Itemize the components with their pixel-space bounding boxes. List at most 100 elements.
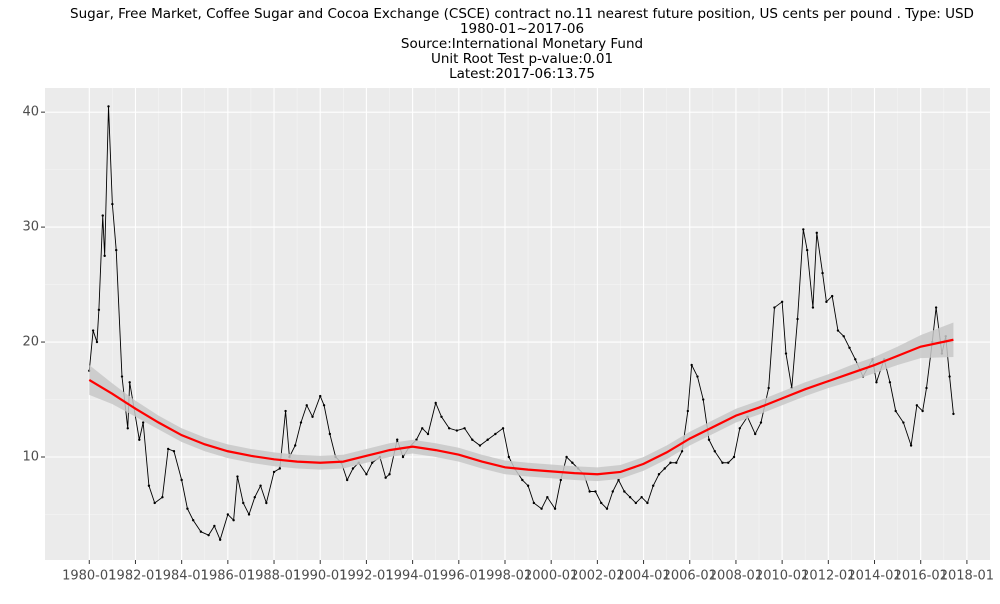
point: [605, 507, 609, 510]
marks: [88, 105, 955, 542]
point: [161, 496, 164, 499]
point: [925, 386, 928, 390]
point: [767, 386, 770, 390]
x-tick-label: 2016-01: [894, 569, 948, 584]
x-tick-label: 2002-01: [570, 569, 624, 584]
point: [707, 438, 711, 441]
point: [526, 484, 530, 487]
point: [571, 461, 574, 464]
point: [463, 427, 466, 430]
point: [934, 306, 938, 309]
point: [120, 375, 124, 378]
point: [501, 427, 505, 430]
point: [611, 490, 614, 493]
point: [153, 501, 156, 505]
x-tick-label: 1998-01: [478, 569, 532, 584]
point: [103, 254, 106, 258]
point: [180, 478, 183, 482]
point: [854, 358, 857, 361]
point: [166, 447, 170, 451]
x-tick-label: 2000-01: [524, 569, 578, 584]
smooth-line: [88, 338, 954, 476]
point: [486, 438, 489, 441]
point: [328, 432, 332, 436]
point: [138, 438, 141, 441]
point: [265, 501, 268, 505]
point: [811, 306, 815, 309]
point: [111, 202, 114, 206]
confidence-band: [89, 322, 954, 482]
x-tick-label: 1980-01: [62, 569, 116, 584]
point: [646, 501, 649, 505]
point: [651, 484, 655, 487]
point: [365, 473, 368, 476]
point: [305, 404, 308, 407]
point: [494, 432, 497, 436]
point: [888, 381, 892, 384]
point: [447, 427, 451, 430]
panel: [45, 88, 990, 560]
point: [759, 421, 763, 424]
point: [680, 450, 684, 453]
point: [952, 412, 955, 416]
point: [426, 432, 430, 436]
point: [191, 519, 195, 522]
point: [617, 478, 620, 482]
point: [825, 300, 828, 304]
point: [600, 501, 603, 505]
point: [805, 248, 809, 252]
point: [784, 352, 788, 355]
point: [284, 409, 287, 413]
point: [686, 409, 690, 413]
x-tick-label: 2014-01: [847, 569, 901, 584]
point: [311, 415, 314, 418]
point: [915, 404, 919, 407]
point: [675, 461, 678, 464]
point: [299, 421, 303, 424]
point: [894, 409, 897, 413]
point: [107, 105, 110, 108]
point: [186, 507, 189, 510]
x-tick-label: 2008-01: [709, 569, 763, 584]
point: [948, 375, 951, 378]
x-tick-label: 1996-01: [432, 569, 486, 584]
x-tick-label: 2004-01: [616, 569, 670, 584]
point: [401, 455, 405, 459]
point: [97, 308, 101, 312]
point: [207, 533, 210, 537]
y-tick-label: 20: [22, 335, 39, 350]
point: [546, 496, 549, 499]
point: [802, 228, 805, 231]
point: [640, 496, 643, 499]
point: [421, 427, 424, 430]
point: [322, 404, 326, 407]
chart-title: Sugar, Free Market, Coffee Sugar and Coc…: [70, 6, 974, 22]
y-tick-label: 40: [22, 105, 39, 120]
point: [507, 455, 511, 459]
x-tick-label: 2006-01: [663, 569, 717, 584]
x-tick-label: 2012-01: [801, 569, 855, 584]
point: [471, 438, 474, 441]
price-line: [88, 106, 954, 542]
x-tick-label: 1988-01: [247, 569, 301, 584]
point: [478, 444, 482, 447]
point: [565, 455, 568, 459]
grid: [45, 88, 990, 560]
point: [830, 294, 834, 298]
point: [115, 248, 118, 252]
point: [147, 484, 151, 487]
point: [232, 519, 235, 522]
annotation: Unit Root Test p-value:0.01: [431, 51, 613, 67]
chart-subtitle: 1980-01~2017-06: [460, 21, 584, 37]
point: [226, 513, 230, 516]
point: [732, 455, 736, 459]
point: [623, 490, 626, 493]
point: [455, 429, 459, 432]
point: [727, 461, 730, 464]
x-tick-label: 1994-01: [385, 569, 439, 584]
point: [434, 401, 437, 405]
point: [773, 306, 776, 309]
point: [351, 467, 355, 470]
point: [780, 300, 784, 304]
